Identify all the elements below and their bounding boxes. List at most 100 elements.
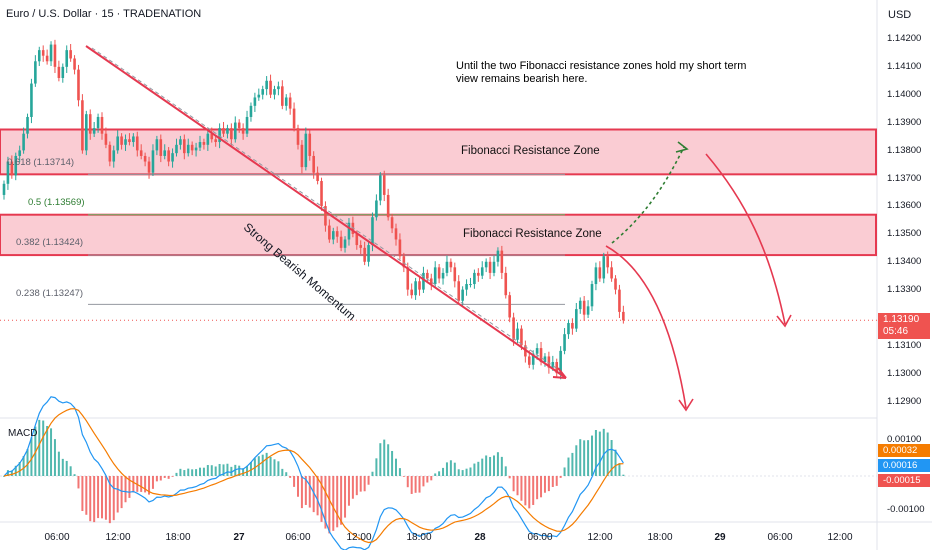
candle-body (539, 348, 543, 363)
candle-body (410, 289, 413, 296)
candle-body (88, 114, 92, 134)
macd-histogram-bar (422, 476, 425, 487)
candle-body (175, 144, 178, 154)
candle-body (104, 133, 108, 145)
histogram-value-badge: -0.00015 (878, 474, 930, 487)
candle-body (606, 256, 609, 268)
macd-histogram-bar (22, 456, 25, 476)
candle-body (120, 136, 123, 145)
macd-histogram-bar (579, 439, 582, 476)
candle-body (594, 267, 598, 285)
macd-histogram-bar (85, 476, 88, 515)
candle-body (151, 150, 155, 173)
candle-body (563, 334, 566, 351)
candle-body (343, 239, 347, 248)
resistance-zone (0, 128, 877, 176)
macd-histogram-bar (520, 476, 523, 501)
time-tick: 12:00 (587, 532, 613, 543)
candle-body (147, 161, 151, 173)
candle-body (233, 122, 237, 140)
time-tick-day: 29 (714, 532, 726, 543)
macd-histogram-bar (65, 460, 68, 476)
macd-histogram-bar (277, 461, 280, 476)
candle-body (85, 114, 88, 151)
macd-histogram-bar (391, 450, 394, 476)
candle-body (355, 233, 359, 246)
candle-body (22, 133, 25, 151)
macd-histogram-bar (300, 476, 303, 509)
macd-histogram-bar (246, 465, 249, 476)
macd-histogram-bar (316, 476, 319, 516)
macd-histogram-bar (195, 469, 198, 476)
time-tick: 18:00 (647, 532, 673, 543)
candle-body (331, 231, 335, 240)
candle-body (163, 150, 167, 156)
macd-histogram-bar (69, 466, 72, 476)
candle-body (237, 122, 241, 129)
macd-histogram-bar (116, 476, 119, 513)
fib-label-0238: 0.238 (1.13247) (16, 288, 84, 299)
candle-body (132, 136, 135, 143)
currency-label[interactable]: USD (888, 9, 912, 21)
candle-body (449, 261, 453, 268)
candle-body (590, 284, 594, 307)
candle-body (379, 175, 382, 201)
candle-body (81, 100, 84, 151)
bullish-arrowhead (675, 141, 689, 153)
macd-histogram-bar (618, 463, 621, 476)
candle-body (531, 353, 535, 365)
macd-histogram-bar (442, 467, 445, 476)
macd-histogram-bar (587, 440, 590, 476)
price-tick: 1.14100 (887, 61, 922, 72)
candle-body (245, 116, 249, 134)
macd-histogram-bar (101, 476, 103, 519)
fib-label-0382: 0.382 (1.13424) (16, 237, 84, 248)
candle-body (34, 61, 37, 84)
macd-histogram-bar (598, 431, 601, 476)
candle-body (426, 272, 429, 279)
candle-body (218, 128, 221, 143)
time-tick: 12:00 (346, 532, 372, 543)
macd-title[interactable]: MACD (8, 428, 38, 439)
symbol-title[interactable]: Euro / U.S. Dollar · 15 · TRADENATION (6, 8, 202, 20)
macd-histogram-bar (344, 476, 347, 518)
macd-histogram-bar (269, 456, 272, 476)
macd-histogram-bar (18, 462, 21, 476)
candle-body (249, 105, 253, 117)
macd-histogram-bar (93, 476, 96, 523)
candle-body (496, 250, 500, 262)
candle-body (265, 80, 268, 90)
last-price-badge: 1.13190 05:46 (878, 313, 930, 339)
candle-body (112, 150, 116, 162)
macd-histogram-bar (46, 425, 49, 476)
candle-body (453, 267, 457, 282)
candle-body (92, 128, 96, 134)
macd-histogram-bar (622, 474, 625, 476)
candle-body (73, 58, 76, 70)
macd-histogram-bar (559, 476, 562, 478)
macd-histogram-bar (61, 458, 64, 476)
macd-histogram-bar (516, 476, 519, 496)
macd-histogram-bar (355, 476, 358, 496)
candle-body (143, 155, 147, 162)
macd-histogram-bar (426, 476, 429, 483)
macd-histogram-bar (151, 476, 154, 489)
price-tick: 1.13900 (887, 117, 922, 128)
time-tick: 06:00 (44, 532, 70, 543)
candle-body (261, 89, 265, 95)
macd-histogram-bar (155, 476, 158, 482)
macd-histogram-bar (324, 476, 327, 529)
macd-histogram-bar (257, 456, 260, 476)
candle-body (135, 136, 139, 151)
macd-histogram-bar (112, 476, 115, 521)
macd-histogram-bar (540, 476, 543, 498)
macd-histogram-bar (543, 476, 546, 493)
candle-body (433, 267, 437, 285)
macd-histogram-bar (261, 454, 264, 476)
candle-body (2, 183, 6, 195)
candle-body (61, 66, 65, 78)
candle-body (65, 50, 69, 67)
candle-body (30, 83, 33, 117)
bearish-trend-line (85, 45, 567, 379)
